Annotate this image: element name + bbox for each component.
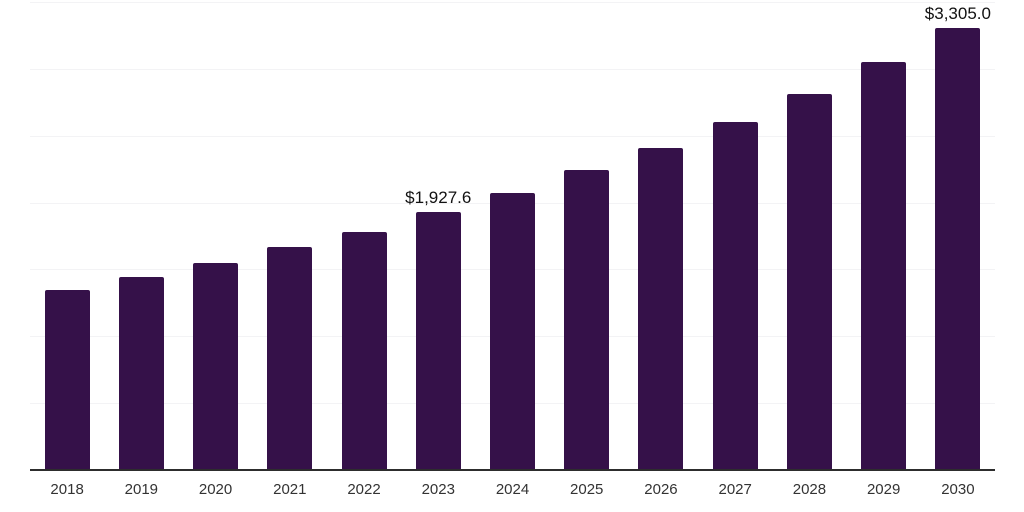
bar-2021	[267, 246, 313, 470]
value-label-2023: $1,927.6	[405, 188, 472, 208]
bar-2027	[712, 121, 758, 470]
x-tick-label-2028: 2028	[792, 481, 827, 498]
x-tick-label-2020: 2020	[198, 481, 233, 498]
x-tick-label-2027: 2027	[718, 481, 752, 498]
bar-2023	[415, 212, 461, 470]
bar-2024	[490, 192, 535, 470]
value-label-2030: $3,305.0	[924, 4, 991, 24]
x-tick-label-2026: 2026	[644, 481, 678, 498]
x-axis-line	[30, 469, 995, 471]
gridline	[30, 2, 995, 3]
gridline	[30, 135, 995, 137]
bar-2026	[638, 147, 684, 470]
x-tick-label-2018: 2018	[50, 481, 84, 498]
x-tick-label-2030: 2030	[941, 481, 975, 498]
plot-area	[30, 2, 995, 470]
bar-2029	[861, 62, 907, 470]
bar-2022	[341, 232, 387, 470]
bar-2030	[935, 28, 981, 470]
x-tick-label-2024: 2024	[495, 481, 530, 498]
bar-2020	[193, 262, 239, 470]
x-tick-label-2029: 2029	[866, 481, 901, 498]
x-tick-label-2021: 2021	[273, 481, 307, 498]
bar-2028	[786, 93, 832, 470]
x-tick-label-2022: 2022	[347, 481, 381, 498]
x-tick-label-2023: 2023	[421, 481, 455, 498]
x-tick-label-2019: 2019	[124, 481, 159, 498]
gridline	[30, 68, 995, 70]
x-tick-label-2025: 2025	[570, 481, 604, 498]
bar-2025	[564, 170, 610, 470]
bar-2018	[44, 290, 90, 470]
bar-2019	[118, 276, 164, 470]
